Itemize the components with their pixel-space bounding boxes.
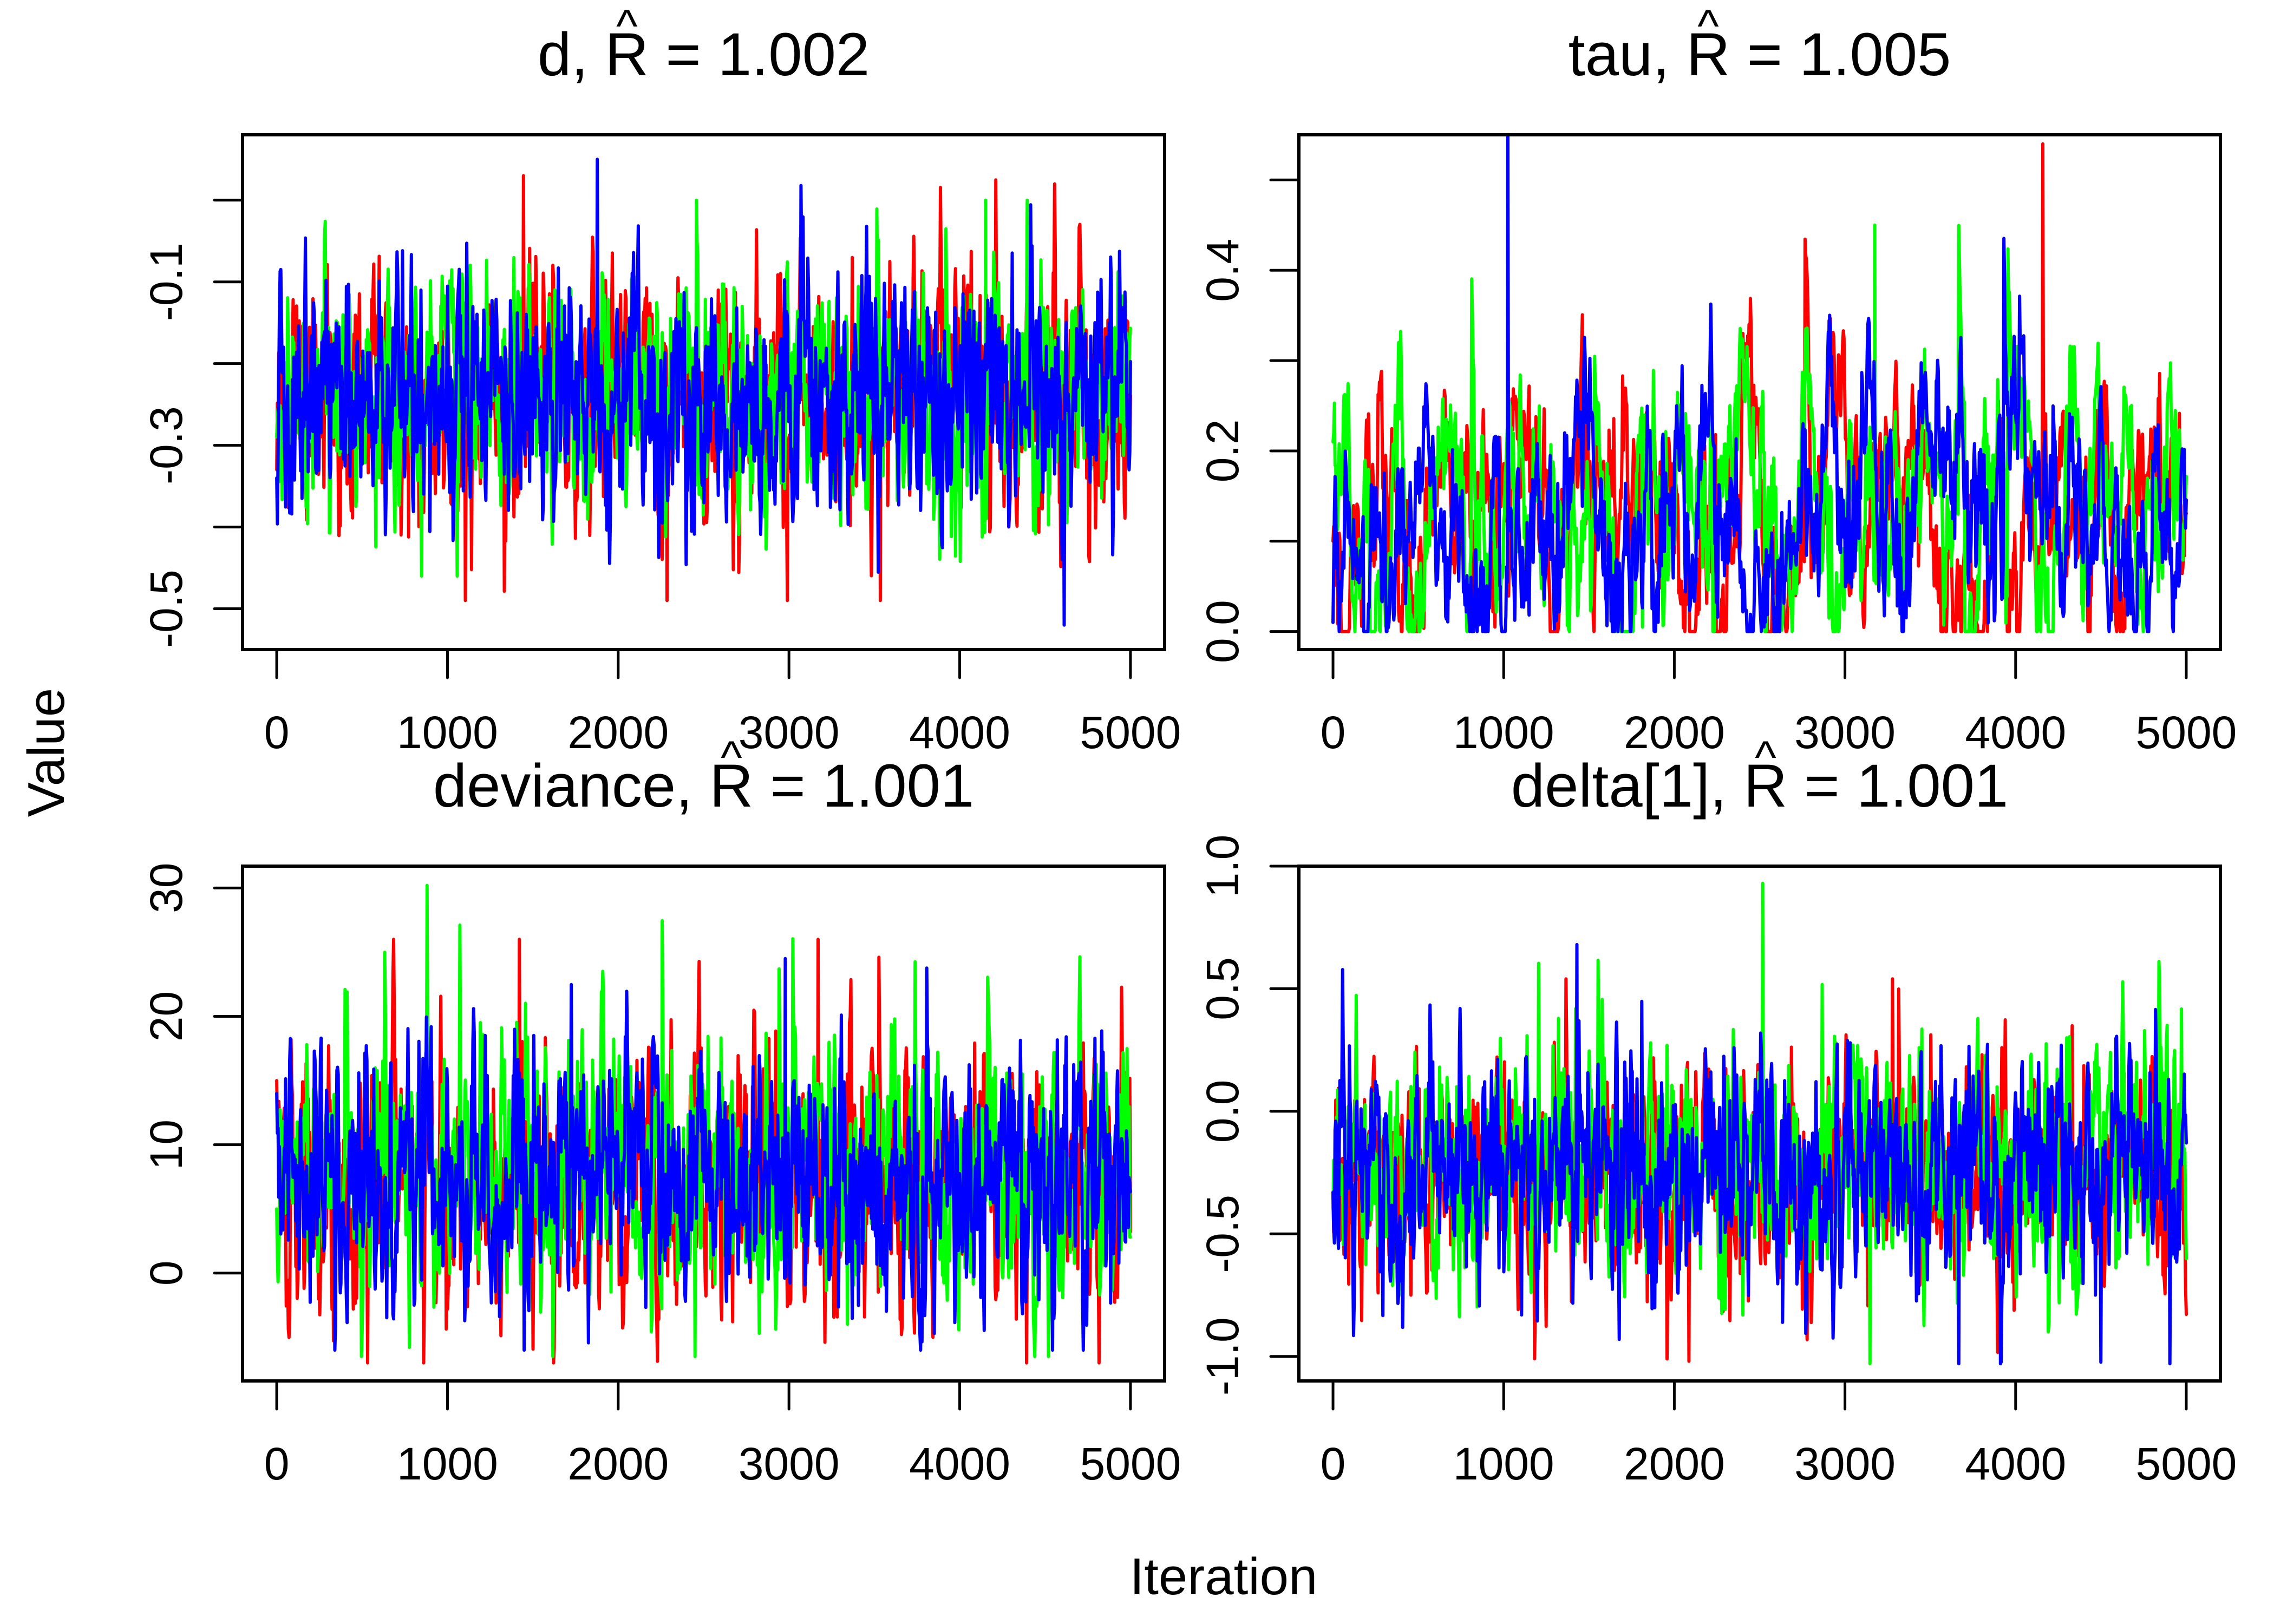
title-rhat-value: = 1.001 xyxy=(753,752,974,820)
title-rhat-symbol: R xyxy=(1743,752,1787,820)
y-tick-label: 30 xyxy=(141,863,192,913)
plot-frame xyxy=(1297,133,2222,651)
y-tick-label: -0.1 xyxy=(141,243,192,321)
trace-delta-1-chain-3 xyxy=(1331,942,2188,1366)
x-tick-label: 4000 xyxy=(909,707,1010,758)
rhat-hat-icon: ^ xyxy=(616,1,637,51)
title-rhat-value: = 1.002 xyxy=(649,21,870,88)
rhat-hat-icon: ^ xyxy=(1697,1,1718,51)
x-tick-label: 1000 xyxy=(1453,707,1554,758)
y-tick-label: 0.0 xyxy=(1197,1080,1248,1143)
x-axis-label: Iteration xyxy=(1130,1548,1318,1606)
y-tick-label: 10 xyxy=(141,1119,192,1170)
y-tick-label: -0.3 xyxy=(141,406,192,484)
title-parameter: delta[1], xyxy=(1511,752,1744,820)
title-rhat-value: = 1.005 xyxy=(1730,21,1951,88)
x-tick-label: 3000 xyxy=(739,1438,840,1489)
panel-title: d, R = 1.002 xyxy=(538,21,870,88)
x-tick-label: 5000 xyxy=(1080,1438,1181,1489)
trace-tau-chain-2 xyxy=(1331,223,2188,633)
x-tick-label: 1000 xyxy=(1453,1438,1554,1489)
traces xyxy=(1331,135,2188,633)
panel-d: 0 1000 2000 3000 4000 5000 -0.5 -0.3 -0.1 d, R = … xyxy=(141,1,1181,758)
x-tick-label: 1000 xyxy=(397,707,498,758)
plot-frame xyxy=(241,865,1166,1383)
y-tick-label: 20 xyxy=(141,991,192,1042)
title-parameter: d, xyxy=(538,21,605,88)
title-rhat-value: = 1.001 xyxy=(1787,752,2008,820)
x-tick-label: 2000 xyxy=(1624,707,1725,758)
y-tick-label: 1.0 xyxy=(1197,835,1248,898)
x-tick-label: 0 xyxy=(1321,1438,1346,1489)
x-tick-label: 0 xyxy=(264,707,290,758)
traces xyxy=(1331,881,2188,1366)
y-tick-label: 0.5 xyxy=(1197,957,1248,1020)
x-tick-label: 0 xyxy=(1321,707,1346,758)
x-tick-label: 2000 xyxy=(1624,1438,1725,1489)
y-tick-label: 0.0 xyxy=(1197,600,1248,663)
x-tick-label: 4000 xyxy=(909,1438,1010,1489)
x-tick-label: 4000 xyxy=(1965,707,2066,758)
panel-title: delta[1], R = 1.001 xyxy=(1511,752,2008,820)
x-tick-label: 3000 xyxy=(1794,707,1896,758)
y-tick-label: -0.5 xyxy=(141,569,192,648)
panel-delta-1: 0 1000 2000 3000 4000 5000 -1.0 -0.5 0.0 0.5 1.0 de… xyxy=(1197,732,2237,1489)
y-tick-label: 0.2 xyxy=(1197,420,1248,483)
panel-title: deviance, R = 1.001 xyxy=(433,752,974,820)
rhat-hat-icon: ^ xyxy=(1755,732,1776,783)
title-rhat-symbol: R xyxy=(1687,21,1730,88)
panel-title: tau, R = 1.005 xyxy=(1569,21,1951,88)
trace-deviance-chain-3 xyxy=(275,957,1132,1352)
y-axis-label: Value xyxy=(17,688,75,817)
trace-d-chain-3 xyxy=(275,158,1132,627)
y-tick-label: -1.0 xyxy=(1197,1317,1248,1396)
rhat-hat-icon: ^ xyxy=(721,732,742,783)
y-tick-label: -0.5 xyxy=(1197,1195,1248,1273)
title-rhat-symbol: R xyxy=(605,21,649,88)
x-tick-label: 2000 xyxy=(567,1438,669,1489)
x-tick-label: 3000 xyxy=(1794,1438,1896,1489)
plot-frame xyxy=(241,133,1166,651)
y-tick-label: 0.4 xyxy=(1197,239,1248,302)
title-parameter: tau, xyxy=(1569,21,1687,88)
traces xyxy=(275,883,1132,1365)
x-tick-label: 5000 xyxy=(2136,1438,2237,1489)
plot-frame xyxy=(1297,865,2222,1383)
x-tick-label: 3000 xyxy=(739,707,840,758)
title-rhat-symbol: R xyxy=(709,752,753,820)
traces xyxy=(275,158,1132,627)
panel-tau: 0 1000 2000 3000 4000 5000 0.0 0.2 0.4 tau, R = 1… xyxy=(1197,1,2237,758)
x-tick-label: 5000 xyxy=(2136,707,2237,758)
panel-deviance: 0 1000 2000 3000 4000 5000 0 10 20 30 deviance, R … xyxy=(141,732,1181,1489)
x-tick-label: 5000 xyxy=(1080,707,1181,758)
x-tick-label: 1000 xyxy=(397,1438,498,1489)
x-tick-label: 0 xyxy=(264,1438,290,1489)
x-tick-label: 2000 xyxy=(567,707,669,758)
title-parameter: deviance, xyxy=(433,752,710,820)
trace-tau-chain-3 xyxy=(1331,135,2188,633)
x-tick-label: 4000 xyxy=(1965,1438,2066,1489)
y-tick-label: 0 xyxy=(141,1260,192,1286)
